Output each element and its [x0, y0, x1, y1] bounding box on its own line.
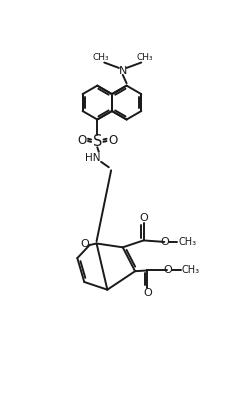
Text: CH₃: CH₃ — [178, 237, 196, 247]
Text: S: S — [92, 133, 101, 149]
Text: O: O — [142, 288, 151, 298]
Text: HN: HN — [85, 153, 100, 163]
Text: O: O — [139, 213, 147, 223]
Text: O: O — [163, 265, 172, 276]
Text: N: N — [118, 66, 126, 76]
Text: O: O — [79, 239, 88, 249]
Text: O: O — [160, 237, 169, 247]
Text: O: O — [108, 134, 117, 147]
Text: O: O — [77, 134, 86, 147]
Text: CH₃: CH₃ — [92, 53, 108, 62]
Text: CH₃: CH₃ — [136, 53, 153, 62]
Text: CH₃: CH₃ — [181, 265, 199, 276]
